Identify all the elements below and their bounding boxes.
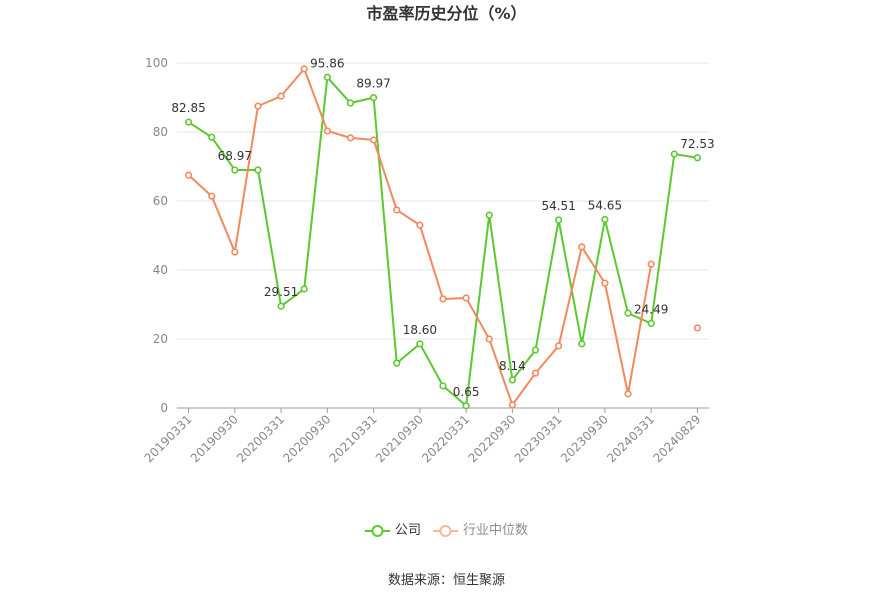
industry-median-point <box>462 294 470 302</box>
legend-item-company[interactable]: 公司 <box>364 521 421 541</box>
company-point <box>370 94 378 102</box>
industry-median-point <box>277 92 285 100</box>
legend-label-industry-median: 行业中位数 <box>463 523 529 538</box>
company-data-label: 18.60 <box>403 323 437 337</box>
company-point <box>439 382 447 390</box>
data-labels: 82.85 68.97 29.51 95.86 89.97 18.60 0.65 8.14 54… <box>171 56 714 398</box>
industry-median-point <box>346 134 355 142</box>
company-point <box>231 166 239 174</box>
y-tick-label: 40 <box>153 263 168 277</box>
company-point <box>254 166 262 174</box>
industry-median-point <box>647 260 655 268</box>
legend-line-circle-icon <box>364 524 390 538</box>
x-tick-label: 20210331 <box>327 412 380 465</box>
industry-median-point <box>485 335 493 343</box>
company-data-label: 68.97 <box>218 149 252 163</box>
industry-median-point <box>300 65 308 73</box>
x-tick-label: 20220331 <box>419 412 472 465</box>
company-point <box>670 150 678 158</box>
industry-median-point <box>370 136 378 144</box>
y-tick-label: 0 <box>160 401 168 415</box>
grid-lines <box>177 62 709 340</box>
company-point <box>485 211 493 219</box>
company-point <box>208 133 216 141</box>
company-point <box>323 73 331 81</box>
company-point <box>601 215 609 224</box>
industry-median-point <box>555 342 563 350</box>
company-point <box>277 302 285 310</box>
company-point <box>693 154 702 162</box>
company-data-label: 54.51 <box>541 199 575 213</box>
industry-median-point <box>531 369 540 377</box>
industry-median-point <box>693 324 702 332</box>
industry-median-point <box>601 279 609 287</box>
industry-median-point <box>323 127 331 135</box>
industry-median-point <box>254 102 262 110</box>
company-point <box>462 402 470 410</box>
y-tick-label: 20 <box>153 332 168 346</box>
y-tick-label: 80 <box>153 125 168 139</box>
company-point <box>624 309 632 317</box>
data-source-note: 数据来源：恒生聚源 <box>387 573 505 588</box>
chart-title: 市盈率历史分位（%） <box>366 4 527 23</box>
industry-median-point <box>231 248 239 256</box>
industry-median-point <box>508 401 516 409</box>
industry-median-point <box>578 243 586 251</box>
x-tick-label: 20200331 <box>234 412 287 465</box>
legend-line-circle-icon <box>433 524 458 538</box>
y-tick-label: 60 <box>153 194 168 208</box>
axes: 0 20 40 60 80 100 2019033120190930202003312020… <box>142 56 709 465</box>
company-data-label: 0.65 <box>453 385 480 399</box>
x-tick-label: 20210930 <box>373 412 426 465</box>
x-tick-label: 20240331 <box>604 412 657 465</box>
company-data-label: 54.65 <box>588 198 622 212</box>
company-data-label: 72.53 <box>680 137 714 151</box>
legend: 公司 行业中位数 <box>0 521 893 541</box>
company-point <box>647 319 655 328</box>
legend-label-company: 公司 <box>394 523 421 538</box>
industry-median-point <box>184 171 193 179</box>
x-tick-label: 20230331 <box>512 412 565 465</box>
x-tick-label: 20240829 <box>650 412 703 465</box>
industry-median-point <box>416 221 424 229</box>
legend-item-industry-median[interactable]: 行业中位数 <box>433 521 528 541</box>
company-point <box>531 346 540 354</box>
company-data-label: 89.97 <box>356 77 390 91</box>
x-tick-label: 20200930 <box>280 412 333 465</box>
company-point <box>508 376 516 384</box>
company-data-label: 95.86 <box>310 56 344 70</box>
x-tick-label: 20220930 <box>465 412 518 465</box>
industry-median-line <box>189 69 698 405</box>
company-point <box>300 285 308 293</box>
company-data-label: 29.51 <box>264 285 298 299</box>
company-point <box>184 118 193 126</box>
company-point <box>555 216 563 224</box>
y-tick-label: 100 <box>145 56 168 70</box>
industry-median-point <box>439 295 447 303</box>
company-point <box>416 340 424 348</box>
x-tick-label: 20190930 <box>188 412 241 465</box>
industry-median-point <box>624 390 632 398</box>
industry-median-point <box>393 206 401 214</box>
company-point <box>393 359 401 367</box>
company-data-label: 24.49 <box>634 303 668 317</box>
company-point <box>578 340 586 348</box>
x-tick-label: 20190331 <box>142 412 195 465</box>
company-point <box>346 99 355 107</box>
company-data-label: 8.14 <box>499 359 526 373</box>
series-lines <box>189 69 698 407</box>
x-tick-label: 20230930 <box>558 412 611 465</box>
company-data-label: 82.85 <box>171 101 205 115</box>
series-points <box>184 65 702 410</box>
industry-median-point <box>208 192 216 200</box>
